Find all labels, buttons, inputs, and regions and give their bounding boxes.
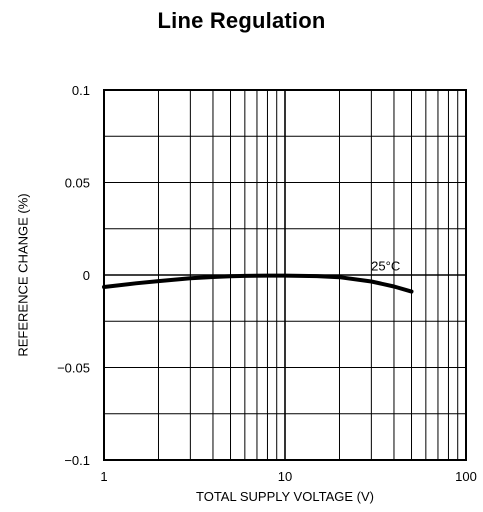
- x-tick-label: 1: [100, 469, 107, 484]
- y-tick-label: −0.05: [57, 361, 90, 376]
- grid: [104, 90, 466, 460]
- series-annotation: 25°C: [371, 258, 400, 273]
- series-line: [102, 273, 414, 294]
- x-tick-labels: 1 10 100: [100, 469, 476, 484]
- y-tick-label: 0.05: [65, 176, 90, 191]
- chart-title: Line Regulation: [157, 8, 326, 33]
- y-axis-label: REFERENCE CHANGE (%): [15, 193, 30, 356]
- x-tick-label: 100: [455, 469, 477, 484]
- y-tick-labels: 0.1 0.05 0 −0.05 −0.1: [57, 83, 90, 468]
- y-tick-label: 0: [83, 268, 90, 283]
- y-tick-label: −0.1: [64, 453, 90, 468]
- annotations: 25°C: [371, 258, 400, 273]
- series-group: [102, 273, 414, 294]
- x-tick-label: 10: [278, 469, 292, 484]
- plot-frame: [103, 89, 467, 461]
- y-tick-label: 0.1: [72, 83, 90, 98]
- x-axis-label: TOTAL SUPPLY VOLTAGE (V): [196, 489, 374, 504]
